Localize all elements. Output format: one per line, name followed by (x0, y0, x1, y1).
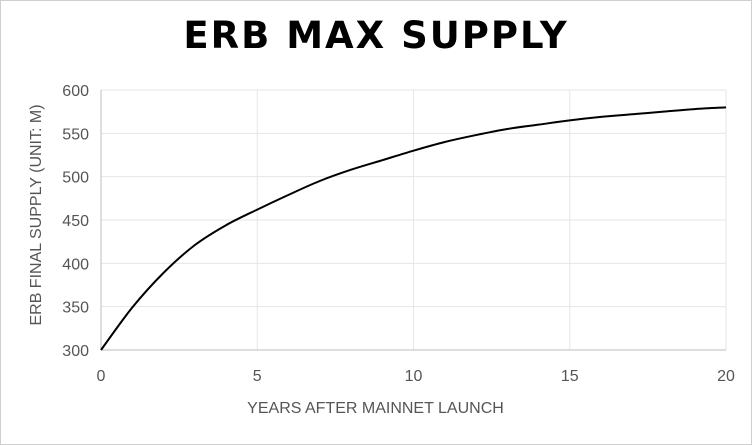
x-tick-label: 20 (717, 368, 735, 385)
x-tick-label: 5 (253, 368, 262, 385)
grid-lines (101, 89, 727, 350)
supply-series-line (100, 106, 727, 351)
y-tick-labels: 300 350 400 450 500 550 600 (62, 83, 89, 360)
x-tick-label: 15 (561, 368, 579, 385)
y-tick-label: 300 (62, 343, 89, 360)
x-axis-label: YEARS AFTER MAINNET LAUNCH (247, 400, 504, 417)
x-tick-labels: 0 5 10 15 20 (97, 368, 735, 385)
y-tick-label: 600 (62, 83, 89, 100)
y-tick-label: 550 (62, 126, 89, 143)
axes (100, 90, 726, 351)
y-axis-label: ERB FINAL SUPPLY (UNIT: M) (28, 104, 45, 325)
chart-title: ERB MAX SUPPLY (183, 14, 569, 57)
y-tick-label: 400 (62, 256, 89, 273)
x-tick-label: 0 (97, 368, 106, 385)
series-group (100, 106, 727, 351)
y-tick-label: 500 (62, 170, 89, 187)
x-tick-label: 10 (405, 368, 423, 385)
y-tick-label: 450 (62, 213, 89, 230)
y-tick-label: 350 (62, 300, 89, 317)
